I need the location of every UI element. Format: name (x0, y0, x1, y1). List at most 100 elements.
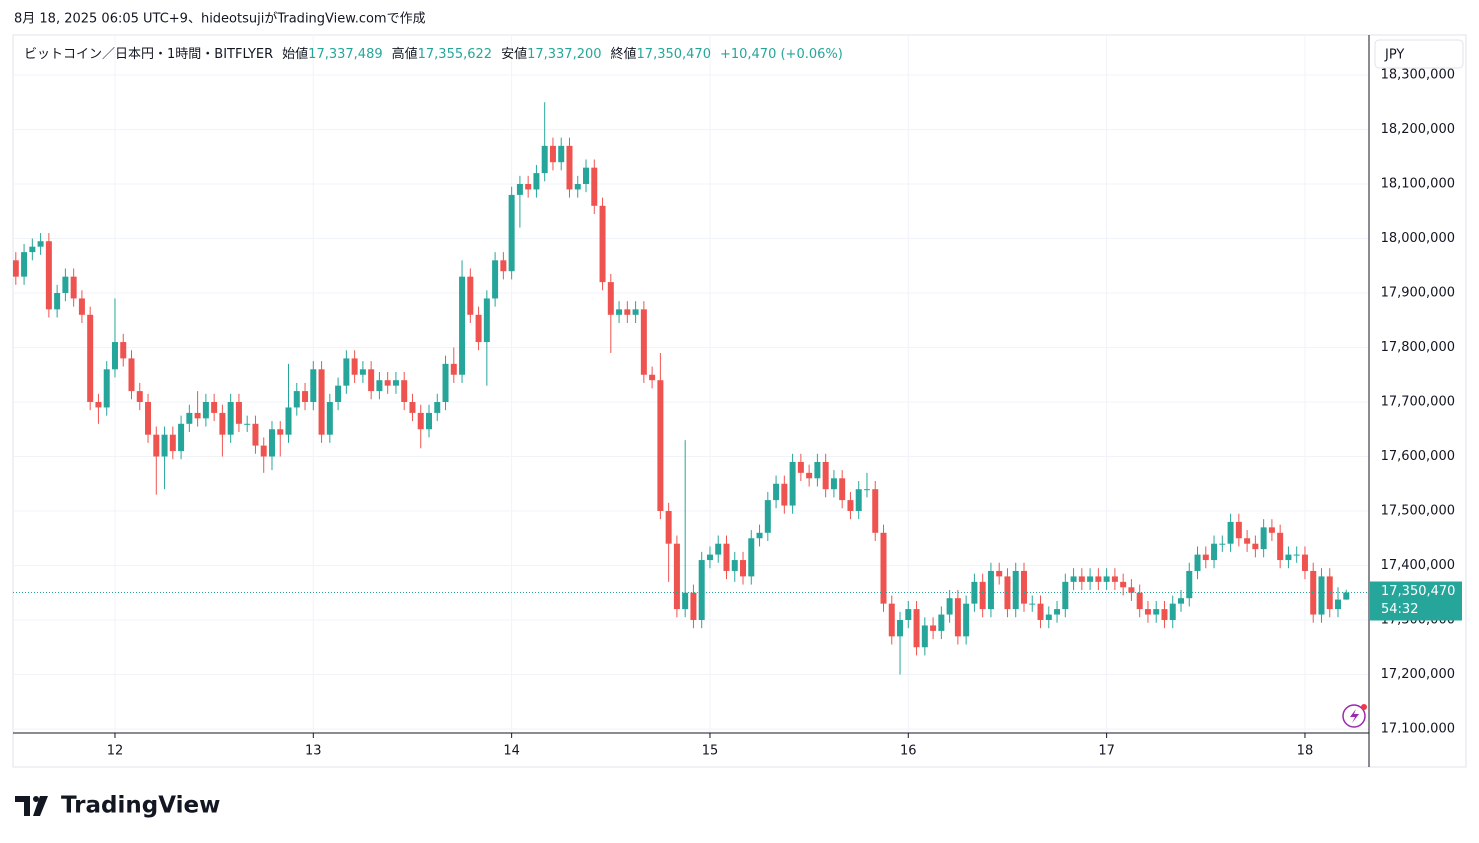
candle-body (1268, 527, 1275, 533)
last-price-tag (1370, 581, 1462, 621)
candle-body (1169, 603, 1176, 620)
candle-body (987, 570, 994, 610)
candle-body (1045, 614, 1052, 620)
candle-body (913, 609, 920, 648)
candle-body (260, 445, 267, 457)
candle-body (764, 500, 771, 533)
candle-body (1326, 576, 1333, 610)
candle-body (1136, 592, 1143, 610)
candle-body (516, 184, 523, 195)
candle-body (1153, 609, 1160, 615)
candle-body (277, 429, 284, 435)
x-tick-label: 12 (107, 744, 124, 759)
candle-body (847, 500, 854, 511)
candle-body (384, 380, 391, 386)
candle-body (1111, 576, 1118, 582)
candle-body (1227, 521, 1234, 544)
y-tick-label: 17,900,000 (1381, 286, 1455, 301)
candle-body (21, 252, 28, 277)
lightning-icon[interactable] (1342, 704, 1367, 728)
brand: TradingView (61, 793, 220, 819)
y-tick-label: 17,600,000 (1381, 449, 1455, 464)
candle-body (541, 145, 548, 174)
candle-body (781, 483, 788, 506)
candle-body (401, 380, 408, 402)
y-tick-label: 17,700,000 (1381, 395, 1455, 410)
candle-body (1202, 554, 1209, 561)
currency-box[interactable] (1374, 39, 1464, 69)
y-tick-label: 18,000,000 (1381, 231, 1455, 246)
candle-body (1318, 576, 1325, 615)
high-value: 17,355,622 (418, 47, 492, 62)
candle-body (649, 374, 656, 381)
low-value: 17,337,200 (527, 47, 601, 62)
candle-body (690, 592, 697, 620)
candle-body (624, 309, 631, 315)
symbol: ビットコイン／日本円・1時間・BITFLYER (24, 47, 273, 62)
candle-body (13, 260, 19, 277)
x-tick-label: 16 (900, 744, 917, 759)
grid (13, 35, 1369, 733)
candle-body (425, 412, 432, 430)
candle-body (797, 461, 804, 473)
candle-body (830, 478, 837, 490)
candle-body (673, 543, 680, 610)
candle-body (392, 380, 399, 386)
candle-body (128, 358, 135, 392)
candle-body (1335, 599, 1342, 610)
candle-body (1285, 554, 1292, 561)
candle-body (1177, 598, 1184, 604)
candle-body (1293, 554, 1300, 556)
candle-body (227, 402, 234, 435)
candle-body (1277, 532, 1284, 561)
candle-body (343, 358, 350, 386)
candle-body (78, 298, 85, 315)
candle-body (731, 560, 738, 571)
candle-body (525, 184, 532, 190)
candle-body (235, 402, 242, 424)
candle-body (822, 461, 829, 490)
candle-body (70, 276, 77, 299)
candle-body (756, 532, 763, 539)
candle-body (252, 423, 259, 446)
candle-body (1301, 554, 1308, 571)
candle-body (905, 609, 912, 620)
candle-body (1310, 570, 1317, 615)
candle-body (897, 620, 904, 637)
candle-body (186, 412, 193, 424)
candle-body (682, 592, 689, 610)
candle-body (715, 543, 722, 555)
candle-body (1078, 576, 1085, 582)
candle-body (806, 472, 813, 479)
countdown: 54:32 (1381, 602, 1418, 617)
candle-body (814, 461, 821, 479)
candle-body (954, 598, 961, 637)
candle-body (1144, 609, 1151, 615)
candle-body (657, 380, 664, 511)
candle-body (930, 625, 937, 631)
legend: ビットコイン／日本円・1時間・BITFLYER 始値17,337,489 高値17,… (24, 46, 843, 62)
candle-body (979, 581, 986, 610)
candle-body (450, 363, 457, 375)
candle-body (748, 538, 755, 577)
candle-body (37, 241, 44, 247)
open-label: 始値 (282, 46, 308, 62)
candle-body (409, 402, 416, 413)
candle-body (202, 402, 209, 419)
candle-body (351, 358, 358, 375)
candle-body (1054, 609, 1061, 615)
candle-body (87, 314, 94, 402)
high-label: 高値 (392, 46, 418, 62)
candle-body (855, 489, 862, 511)
currency[interactable]: JPY (1384, 48, 1404, 63)
candle-body (302, 391, 309, 402)
caption: 8月 18, 2025 06:05 UTC+9、hideotsujiがTradi… (14, 12, 426, 27)
last-price-label: 17,350,470 (1381, 584, 1455, 599)
candle-body (161, 434, 168, 457)
candle-body (508, 194, 515, 272)
candle-body (706, 554, 713, 561)
candle-body (971, 581, 978, 604)
candle-body (434, 402, 441, 413)
candle-body (607, 282, 614, 315)
